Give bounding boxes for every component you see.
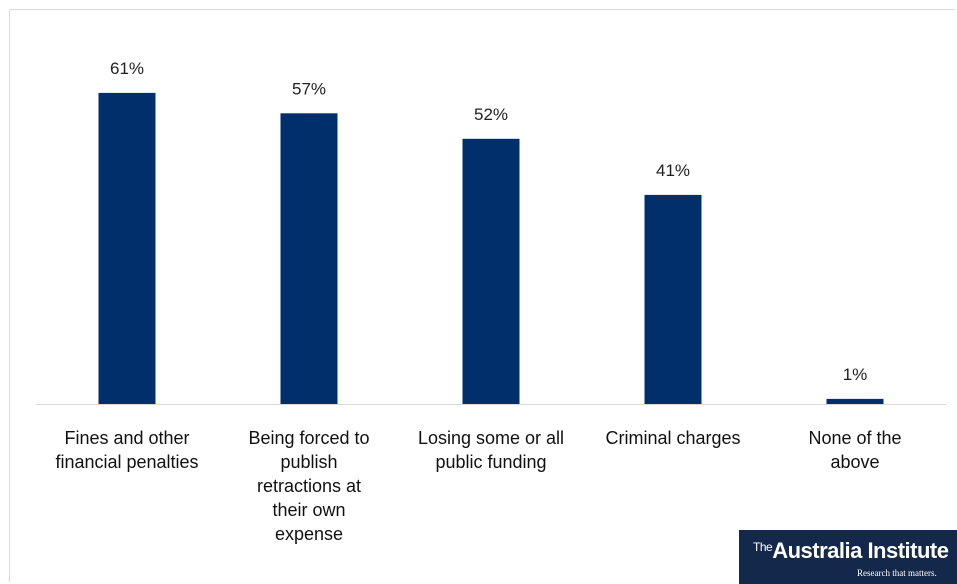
category-label-1-line-0: Being forced to: [248, 428, 369, 448]
category-label-1-line-2: retractions at: [257, 476, 361, 496]
bar-3: [644, 194, 702, 404]
value-label-4: 1%: [843, 365, 868, 384]
value-label-3: 41%: [656, 161, 690, 180]
bar-2: [462, 138, 520, 405]
value-label-1: 57%: [292, 79, 326, 98]
category-label-1-line-1: publish: [280, 452, 337, 472]
australia-institute-logo: TheAustralia Institute Research that mat…: [739, 530, 957, 584]
logo-tagline: Research that matters.: [857, 568, 937, 578]
logo-the: The: [753, 540, 773, 554]
logo-name: Australia Institute: [772, 538, 949, 563]
category-label-4: None of the above: [808, 428, 901, 472]
category-label-3: Criminal charges: [605, 428, 740, 448]
category-label-2-line-0: Losing some or all: [418, 428, 564, 448]
value-label-0: 61%: [110, 59, 144, 78]
logo-title: TheAustralia Institute: [753, 538, 949, 564]
category-label-0: Fines and other financial penalties: [55, 428, 198, 472]
category-label-0-line-1: financial penalties: [55, 452, 198, 472]
chart-frame: [9, 9, 955, 582]
category-label-4-line-1: above: [830, 452, 879, 472]
category-label-2: Losing some or all public funding: [418, 428, 564, 472]
bar-1: [280, 113, 338, 405]
value-label-2: 52%: [474, 105, 508, 124]
category-label-0-line-0: Fines and other: [64, 428, 189, 448]
category-label-1-line-3: their own: [272, 500, 345, 520]
bar-0: [98, 92, 156, 405]
category-label-4-line-0: None of the: [808, 428, 901, 448]
bar-4: [826, 398, 884, 404]
category-label-3-line-0: Criminal charges: [605, 428, 740, 448]
category-label-1-line-4: expense: [275, 524, 343, 544]
category-label-1: Being forced to publish retractions at thei…: [248, 428, 369, 544]
category-label-2-line-1: public funding: [435, 452, 546, 472]
